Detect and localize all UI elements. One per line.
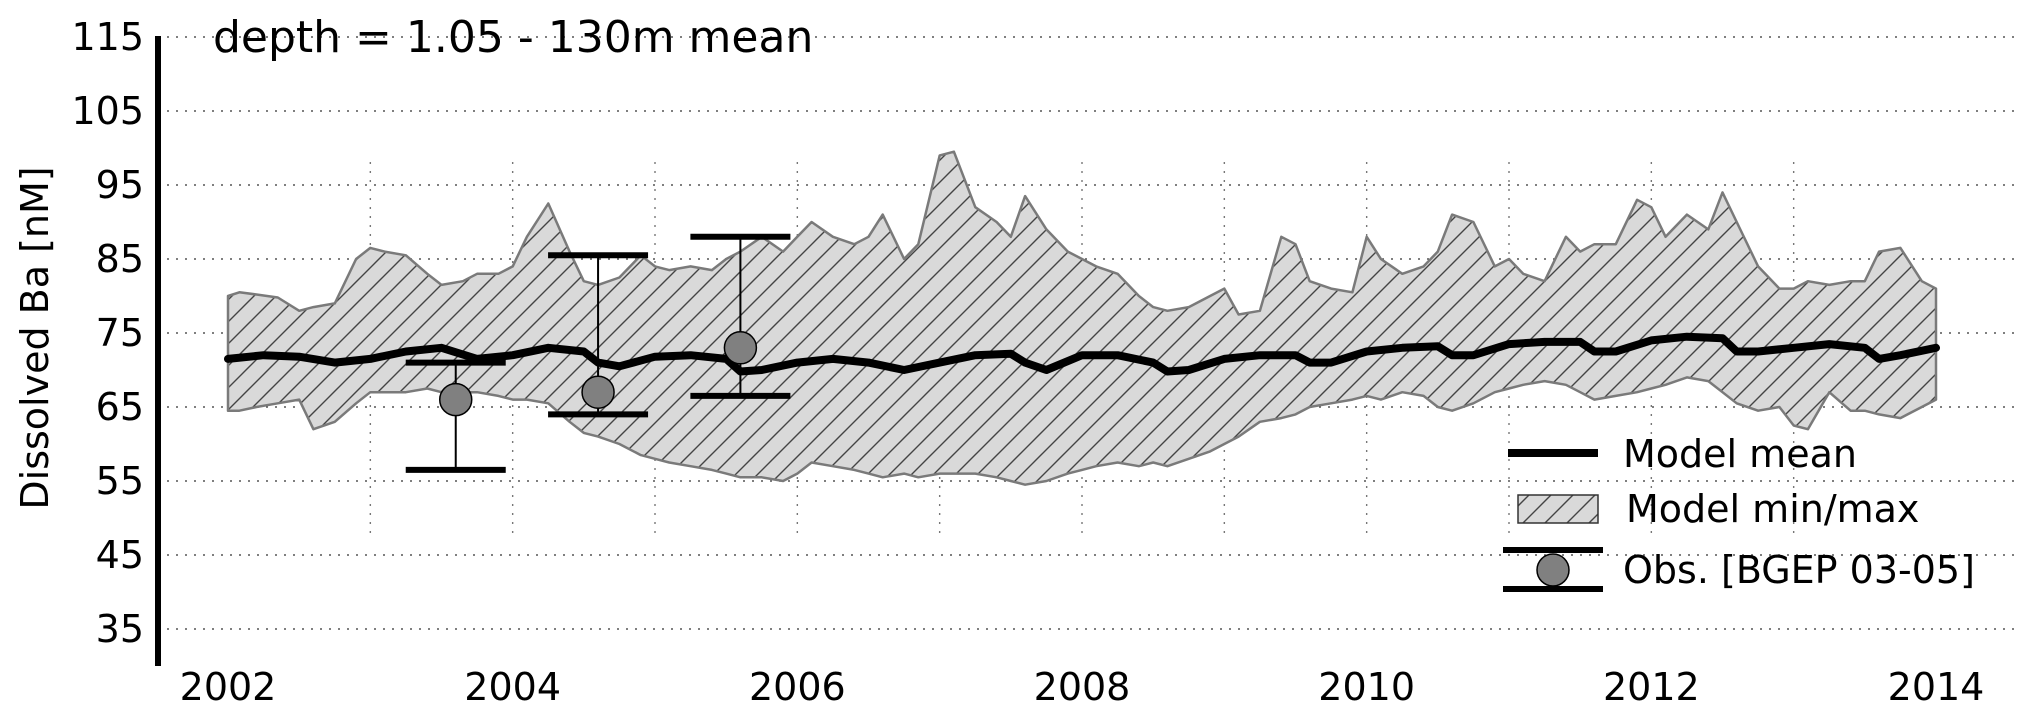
- model-mean-path: [224, 332, 1940, 376]
- legend: Model mean Model min/max Obs. [BGEP 03-0…: [1503, 432, 1975, 592]
- y-tick-label: 95: [96, 163, 144, 207]
- legend-mean-label: Model mean: [1623, 432, 1857, 476]
- obs-point: [438, 382, 473, 417]
- y-axis-label: Dissolved Ba [nM]: [13, 166, 57, 509]
- x-tick-label: 2008: [1034, 665, 1131, 709]
- legend-band-label: Model min/max: [1626, 487, 1919, 531]
- obs-point: [723, 331, 758, 365]
- y-tick-label: 65: [96, 385, 144, 429]
- y-tick-label: 75: [96, 311, 144, 355]
- obs-point: [581, 375, 615, 409]
- x-tick-labels: 2002 2004 2006 2008 2010 2012 2014: [180, 665, 1985, 709]
- y-tick-label: 85: [96, 237, 144, 281]
- x-tick-label: 2006: [749, 665, 846, 709]
- model-min-max-area: [226, 150, 1938, 486]
- observations: [405, 233, 791, 473]
- y-tick-label: 35: [96, 607, 144, 651]
- legend-obs-label: Obs. [BGEP 03-05]: [1623, 548, 1975, 592]
- x-tick-label: 2010: [1318, 665, 1415, 709]
- legend-band-swatch: [1517, 494, 1599, 524]
- x-tick-label: 2012: [1603, 665, 1700, 709]
- x-tick-label: 2002: [180, 665, 277, 709]
- y-tick-label: 105: [71, 89, 144, 133]
- x-tick-label: 2014: [1888, 665, 1985, 709]
- y-tick-label: 55: [96, 459, 144, 503]
- x-tick-label: 2004: [464, 665, 561, 709]
- chart-title: depth = 1.05 - 130m mean: [213, 12, 813, 63]
- model-mean-line: [224, 332, 1940, 376]
- y-tick-label: 45: [96, 533, 144, 577]
- y-tick-label: 115: [71, 15, 144, 59]
- y-tick-labels: 35 45 55 65 75 85 95 105 115: [71, 15, 144, 651]
- model-min-max-band: [226, 150, 1938, 486]
- legend-obs-marker: [1536, 553, 1570, 587]
